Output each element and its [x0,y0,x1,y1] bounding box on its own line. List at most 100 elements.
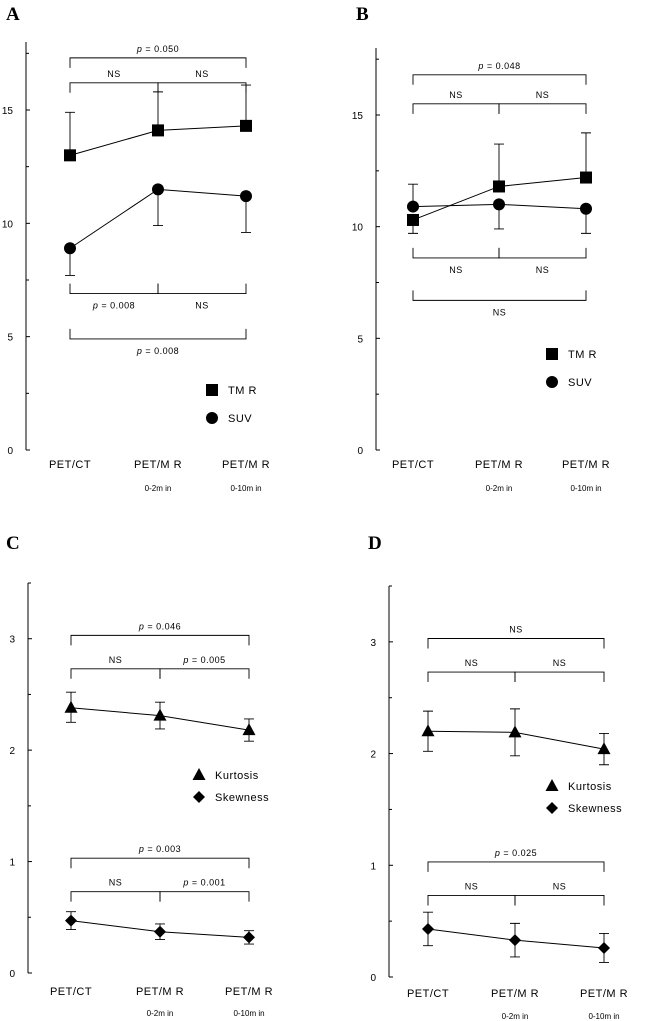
panel-d-y-tick-label: 0 [370,973,376,984]
panel-a-significance-bracket [69,283,159,295]
panel-d-series-skewness-point [509,934,521,947]
panel-d-y-tick-label: 2 [370,750,376,761]
panel-b-significance-bracket [412,247,500,259]
panel-b-y-tick-label: 5 [357,334,363,345]
panel-c-y-tick-label: 1 [9,858,15,869]
panel-b-significance-bracket [498,103,587,114]
panel-a-significance-bracket [157,82,247,93]
panel-c-series-kurtosis-point [153,708,167,721]
panel-b-significance-bracket [498,247,587,259]
panel-d-significance-bracket [427,671,516,683]
panel-d-x-category-label: PET/CT [407,988,449,1000]
panel-a-y-tick-label: 10 [2,219,14,230]
panel-c-significance-bracket [70,891,161,902]
panel-c-x-category-label: PET/CT [50,986,92,998]
panel-c-significance-label: p = 0.005 [182,655,225,665]
panel-d-x-category-label: PET/M R [580,988,628,1000]
panel-c-legend-marker [193,791,205,803]
panel-a-y-tick-label: 5 [7,333,13,344]
panel-b-legend-label: SUV [568,377,592,389]
panel-d-series-kurtosis-point [508,725,522,738]
panel-a-series-suv-error-bar [153,189,163,227]
panel-b-series-tmr-error-bar [581,132,591,178]
panel-d-significance-label: NS [465,658,479,668]
panel-b-x-category-label: PET/CT [392,459,434,471]
panel-c-series-skewness-point [65,914,77,927]
panel-c-series-skewness-point [154,925,166,938]
panel-b-series-suv-point [580,202,592,215]
panel-c-significance-bracket [70,668,161,679]
panel-d-series-skewness-point [422,922,434,935]
panel-a-series-tmr-error-bar [153,91,163,131]
panel-a-significance-label: p = 0.008 [136,346,179,356]
panel-b-series-suv-point [407,200,419,213]
panel-d-significance-bracket [514,894,605,906]
panel-d-legend-marker [546,802,558,814]
panel-c-significance-label: p = 0.001 [182,878,225,888]
panel-b-series-tmr-point [493,180,505,193]
panel-c-significance-bracket [70,634,250,646]
panel-c-legend-label: Skewness [215,792,269,804]
panel-b-significance-label: NS [449,265,463,275]
panel-a-series-suv-point [152,183,164,196]
panel-d-significance-bracket [427,638,605,649]
panel-a-y-tick-label: 0 [7,446,13,457]
panel-a-significance-bracket [157,283,247,295]
panel-a-series-tmr-error-bar [241,84,251,126]
panel-b-significance-bracket [412,290,587,301]
panel-a-series-tmr-point [152,124,164,137]
panel-b-significance-label: NS [449,90,463,100]
panel-c-y-tick-label: 0 [9,969,15,980]
panel-a-legend-marker [206,384,218,396]
panel-c-significance-label: p = 0.046 [138,621,181,631]
panel-d-significance-bracket [427,894,516,906]
panel-b-legend-marker [546,348,558,360]
panel-a-significance-label: NS [107,69,121,79]
panel-a-significance-bracket [69,57,247,68]
panel-d-significance-label: NS [465,881,479,891]
panel-d-legend-label: Skewness [568,803,622,815]
panel-a-x-category-label: PET/CT [49,459,91,471]
panel-b-x-category-sublabel: 0-10m in [570,484,601,493]
panel-a-significance-bracket [69,328,247,340]
panel-c-label: C [6,533,20,554]
panel-c-significance-bracket [70,857,250,869]
panel-d-significance-label: NS [509,625,523,635]
panel-d-legend-label: Kurtosis [568,781,612,793]
panel-a-significance-bracket [69,82,159,93]
panel-a-series-tmr-point [64,149,76,162]
panel-c-significance-label: p = 0.003 [138,844,181,854]
panel-d-series-skewness-point [598,941,610,954]
panel-d-x-category-label: PET/M R [491,988,539,1000]
panel-a-series-suv-error-bar [241,196,251,233]
panel-c-significance-bracket [159,891,250,902]
panel-a-significance-label: NS [195,301,209,311]
panel-c-significance-bracket [159,668,250,679]
panel-b-series-tmr-point [580,171,592,184]
panel-a-legend-label: TM R [228,385,257,397]
panel-a-x-category-sublabel: 0-10m in [230,484,261,493]
panel-d-x-category-sublabel: 0-2m in [502,1012,529,1021]
panel-a-x-category-label: PET/M R [222,459,270,471]
panel-d-significance-bracket [514,671,605,683]
panel-c-legend-label: Kurtosis [215,770,259,782]
panel-c-y-tick-label: 3 [9,635,15,646]
panel-d-significance-label: NS [553,658,567,668]
panel-c-x-category-label: PET/M R [136,986,184,998]
panel-a-legend-marker [206,412,218,424]
panel-b-y-tick-label: 10 [352,223,364,234]
panel-b-significance-bracket [412,103,500,114]
panel-d-series-kurtosis-point [597,742,611,755]
panel-c-legend-marker [192,768,206,780]
panel-c-significance-label: NS [109,878,123,888]
panel-b-significance-bracket [412,74,587,85]
panel-b-series-tmr-point [407,213,419,226]
panel-a-x-category-label: PET/M R [134,459,182,471]
panel-a-significance-label: p = 0.008 [92,301,135,311]
panel-d-significance-label: NS [553,881,567,891]
panel-b-x-category-label: PET/M R [475,459,523,471]
panel-d-significance-bracket [427,861,605,872]
panel-d-legend-marker [545,779,559,791]
panel-b-series-suv-point [493,198,505,211]
panel-c-series-kurtosis-point [64,700,78,713]
